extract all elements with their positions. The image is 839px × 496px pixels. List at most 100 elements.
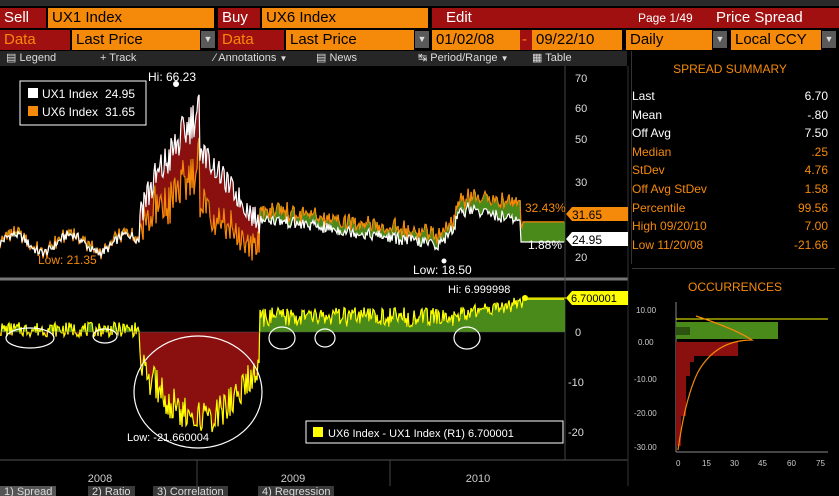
hist-y-tick: -20.00 — [634, 409, 657, 418]
legend-tool[interactable]: ▤ Legend — [6, 52, 57, 64]
spread-chart[interactable]: 2008 2009 2010 70 60 50 30 40 20 0 -10 -… — [0, 66, 631, 486]
chevron-down-icon: ▼ — [279, 54, 288, 63]
page-title: Price Spread — [712, 8, 839, 28]
range-icon: ↹ — [418, 52, 428, 64]
hist-bar — [676, 322, 778, 339]
tab-ratio[interactable]: 2) Ratio — [88, 486, 135, 496]
ux1-price-tag-text: 24.95 — [572, 233, 602, 247]
tab-spread[interactable]: 1) Spread — [0, 486, 57, 496]
ux1-series-line — [0, 94, 564, 259]
currency-select[interactable]: Local CCY — [731, 30, 821, 50]
occurrences-panel — [632, 268, 835, 486]
legend-ux1-name: UX1 Index — [42, 87, 98, 101]
table-icon: ▦ — [532, 52, 543, 64]
y-tick: 20 — [575, 252, 587, 264]
data-label-1: Data — [0, 30, 70, 50]
spread-hi-label: Hi: 6.999998 — [448, 284, 510, 296]
annotation-circle — [268, 326, 296, 350]
spread-low-label: Low: -21.660004 — [127, 432, 209, 444]
annotation-circle — [5, 327, 55, 349]
sell-ticker-field[interactable]: UX1 Index — [48, 8, 214, 28]
edit-button[interactable]: Edit — [432, 8, 632, 28]
x-tick-2009: 2009 — [281, 473, 305, 485]
lower-legend: UX6 Index - UX1 Index (R1) 6.700001 — [305, 420, 564, 444]
pct-orange-label: 32.43% — [525, 201, 566, 215]
buy-ticker-field[interactable]: UX6 Index — [262, 8, 428, 28]
y-tick: -20 — [568, 427, 584, 439]
ux1-price-tag — [566, 232, 628, 246]
hist-bar — [676, 342, 738, 356]
summary-row: High 09/20/10 7.00 — [632, 217, 828, 235]
chevron-down-icon[interactable]: ▼ — [415, 31, 429, 48]
summary-title: SPREAD SUMMARY — [673, 62, 787, 76]
positive-spread-fill — [2, 188, 565, 255]
y-tick: 50 — [575, 134, 587, 146]
summary-row: Median .25 — [632, 143, 828, 161]
ux6-price-tag-text: 31.65 — [572, 208, 602, 222]
hist-x-tick: 45 — [758, 459, 767, 468]
tab-regression[interactable]: 4) Regression — [258, 486, 335, 496]
table-tool[interactable]: ▦ Table — [532, 52, 572, 64]
page-indicator: Page 1/49 — [632, 8, 712, 28]
annotations-tool[interactable]: ∕ Annotations ▼ — [214, 52, 288, 64]
hist-y-tick: -30.00 — [634, 443, 657, 452]
summary-value: 99.56 — [797, 200, 828, 215]
spread-price-tag-text: 6.700001 — [571, 293, 617, 305]
annotation-circle — [133, 335, 263, 449]
end-date-field[interactable]: 09/22/10 — [532, 30, 622, 50]
summary-label: Median — [632, 144, 672, 159]
y-tick: -10 — [568, 377, 584, 389]
summary-label: Percentile — [632, 200, 686, 215]
ux6-price-tag — [566, 207, 628, 221]
period-range-tool[interactable]: ↹ Period/Range ▼ — [418, 52, 509, 64]
hist-bar — [676, 327, 690, 335]
y-tick: 60 — [575, 103, 587, 115]
chevron-down-icon[interactable]: ▼ — [713, 31, 727, 48]
spread-negative-fill — [0, 332, 260, 432]
top-strip — [0, 0, 839, 6]
periodicity-select[interactable]: Daily — [626, 30, 712, 50]
start-date-field[interactable]: 01/02/08 — [432, 30, 520, 50]
hist-x-tick: 0 — [676, 459, 681, 468]
summary-label: High 09/20/10 — [632, 219, 707, 234]
annotation-circles — [5, 326, 481, 449]
buy-label: Buy — [218, 8, 260, 28]
y-tick: 0 — [575, 327, 581, 339]
summary-row: StDev 4.76 — [632, 161, 828, 179]
hist-bar — [676, 416, 681, 446]
low-marker — [441, 258, 447, 264]
legend-swatch — [28, 88, 38, 98]
tab-correlation[interactable]: 3) Correlation — [153, 486, 228, 496]
summary-row: Last 6.70 — [632, 87, 828, 105]
summary-value: .25 — [811, 144, 828, 159]
upper-legend: UX1 Index 24.95 UX6 Index 31.65 — [19, 80, 147, 126]
chevron-down-icon[interactable]: ▼ — [201, 31, 215, 48]
summary-row: Low 11/20/08 -21.66 — [632, 236, 828, 254]
low-label-1: Low: 21.35 — [38, 253, 97, 267]
field-select-2[interactable]: Last Price — [286, 30, 414, 50]
news-tool[interactable]: ▤ News — [316, 52, 357, 64]
field-select-1[interactable]: Last Price — [72, 30, 200, 50]
hist-x-tick: 15 — [702, 459, 711, 468]
legend-ux6-name: UX6 Index — [42, 105, 98, 119]
summary-row: Percentile 99.56 — [632, 199, 828, 217]
summary-value: 7.50 — [804, 126, 828, 141]
chevron-down-icon[interactable]: ▼ — [822, 31, 836, 48]
track-tool[interactable]: + Track — [100, 52, 137, 64]
summary-label: Low 11/20/08 — [632, 237, 704, 252]
summary-label: Last — [632, 89, 655, 103]
summary-row: Off Avg 7.50 — [632, 124, 828, 142]
occurrences-title: OCCURRENCES — [687, 280, 782, 294]
summary-label: StDev — [632, 163, 665, 178]
hist-x-tick: 75 — [816, 459, 825, 468]
data-label-2: Data — [218, 30, 284, 50]
pct-white-label: 1.88% — [528, 238, 562, 252]
summary-label: Off Avg — [632, 126, 671, 141]
occurrences-histogram: 10.00 0.00 -10.00 -20.00 -30.00 0 15 30 … — [634, 302, 828, 468]
hist-x-tick: 60 — [787, 459, 796, 468]
summary-label: Mean — [632, 107, 663, 122]
legend-ux6-value: 31.65 — [105, 105, 135, 119]
plus-icon: + — [100, 52, 107, 64]
legend-swatch — [28, 106, 38, 116]
upper-y-axis: 70 60 50 30 40 20 — [575, 73, 587, 264]
